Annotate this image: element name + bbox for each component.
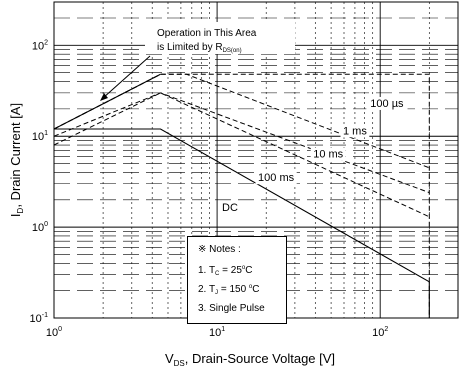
curve-label-bg [340,124,370,138]
series-line [53,73,161,130]
curve-label: 10 ms [313,149,343,161]
x-axis-label: VDS, Drain-Source Voltage [V] [165,351,335,368]
curve-label: 100 µs [370,98,404,110]
notes-title: ※ Notes : [198,244,241,255]
rds-arrow-line [102,55,151,99]
rds-arrow-head [100,93,108,101]
curve-label-bg [255,171,297,185]
y-tick-label: 10-1 [30,312,49,325]
curve-label-bg [366,96,408,110]
x-tick-labels: 100 101 102 [46,326,388,339]
curve-label-bg [221,201,239,215]
x-tick-label: 100 [46,326,62,339]
rds-line-1: Operation in This Area [157,28,257,39]
y-tick-labels: 10-1 100 101 102 [30,39,49,325]
rds-annotation: Operation in This Area is Limited by RDS… [100,22,295,101]
note-2: 2. TJ = 150 oC [198,284,260,296]
curve-label: 1 ms [343,125,367,137]
rds-line-2: is Limited by RDS(on) [157,42,242,54]
series-line [53,92,430,218]
note-3: 3. Single Pulse [198,303,265,314]
series-line [54,128,430,318]
notes-box: ※ Notes : 1. TC = 25oC 2. TJ = 150 oC 3.… [187,236,287,324]
y-tick-label: 101 [32,130,48,143]
note-1: 1. TC = 25oC [198,265,253,277]
x-tick-label: 101 [209,326,225,339]
x-tick-label: 102 [372,326,388,339]
curve-label: 100 ms [258,172,295,184]
y-tick-label: 100 [32,221,48,234]
y-axis-label: ID, Drain Current [A] [8,103,25,217]
curve-label: DC [222,202,238,214]
curve-label-bg [310,147,346,161]
y-tick-label: 102 [32,39,48,52]
